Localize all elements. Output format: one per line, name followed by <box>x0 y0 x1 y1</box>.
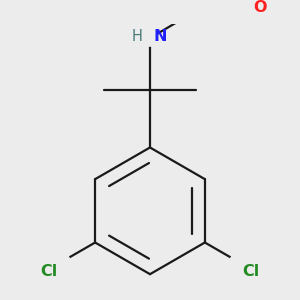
Text: O: O <box>253 0 267 15</box>
Circle shape <box>142 30 158 46</box>
Circle shape <box>230 253 250 273</box>
Text: H: H <box>132 29 143 44</box>
Text: Cl: Cl <box>40 264 57 279</box>
Circle shape <box>242 3 254 16</box>
Circle shape <box>50 253 70 273</box>
Text: Cl: Cl <box>243 264 260 279</box>
Text: N: N <box>154 29 167 44</box>
